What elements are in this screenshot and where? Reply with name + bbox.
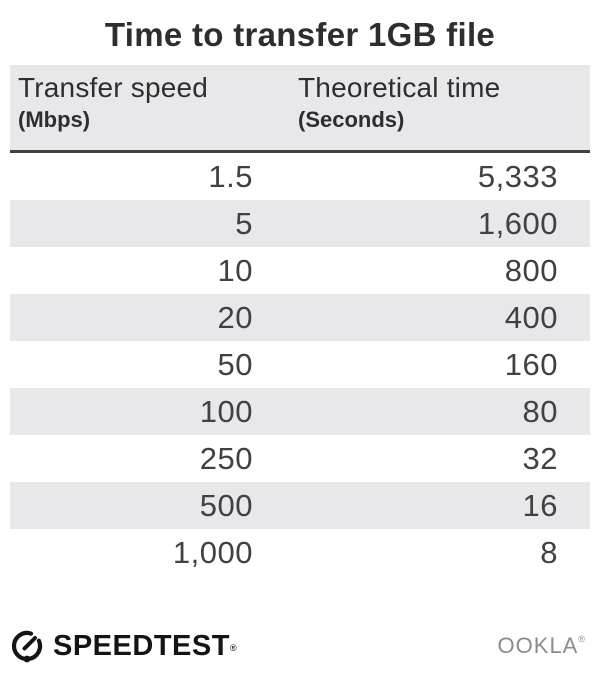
time-value: 1,600 — [477, 205, 558, 241]
column-label-theoretical-time: Theoretical time — [298, 72, 501, 103]
table-row: 250 32 — [10, 435, 590, 482]
time-value: 800 — [504, 252, 558, 288]
table-row: 5 1,600 — [10, 200, 590, 247]
ookla-wordmark: OOKLA — [497, 633, 579, 658]
table-row: 500 16 — [10, 482, 590, 529]
speed-value: 5 — [235, 205, 253, 241]
ookla-registered-mark: ® — [578, 634, 586, 644]
speedtest-logo: SPEEDTEST ® — [10, 629, 237, 663]
column-unit-mbps: (Mbps) — [18, 107, 91, 132]
time-value: 5,333 — [477, 158, 558, 194]
speed-value: 10 — [217, 252, 253, 288]
speed-value: 50 — [217, 346, 253, 382]
page-title: Time to transfer 1GB file — [104, 16, 496, 53]
time-value: 80 — [522, 393, 558, 429]
speed-value: 500 — [199, 487, 253, 523]
time-value: 32 — [522, 440, 558, 476]
time-value: 160 — [504, 346, 558, 382]
table-row: 100 80 — [10, 388, 590, 435]
table-row: 1,000 8 — [10, 529, 590, 576]
table-header: Transfer speed (Mbps) Theoretical time (… — [10, 65, 590, 153]
column-header-transfer-speed: Transfer speed (Mbps) — [10, 65, 298, 150]
table-body: 1.5 5,333 5 1,600 10 800 20 400 50 160 100 80 250 32 5… — [10, 153, 590, 576]
speedtest-gauge-icon — [11, 630, 43, 663]
table-row: 20 400 — [10, 294, 590, 341]
table-row: 1.5 5,333 — [10, 153, 590, 200]
time-value: 8 — [540, 534, 558, 570]
speed-value: 1,000 — [172, 534, 253, 570]
column-label-transfer-speed: Transfer speed — [18, 72, 209, 103]
column-unit-seconds: (Seconds) — [298, 107, 405, 132]
speed-value: 1.5 — [208, 158, 253, 194]
speed-value: 250 — [199, 440, 253, 476]
table-row: 10 800 — [10, 247, 590, 294]
ookla-logo: OOKLA® — [498, 633, 586, 659]
speedtest-registered-mark: ® — [229, 642, 237, 653]
time-value: 400 — [504, 299, 558, 335]
table-row: 50 160 — [10, 341, 590, 388]
speed-value: 100 — [199, 393, 253, 429]
time-value: 16 — [522, 487, 558, 523]
speedtest-wordmark: SPEEDTEST — [53, 630, 230, 662]
speed-value: 20 — [217, 299, 253, 335]
column-header-theoretical-time: Theoretical time (Seconds) — [298, 65, 590, 150]
footer: SPEEDTEST ® OOKLA® — [10, 626, 586, 666]
